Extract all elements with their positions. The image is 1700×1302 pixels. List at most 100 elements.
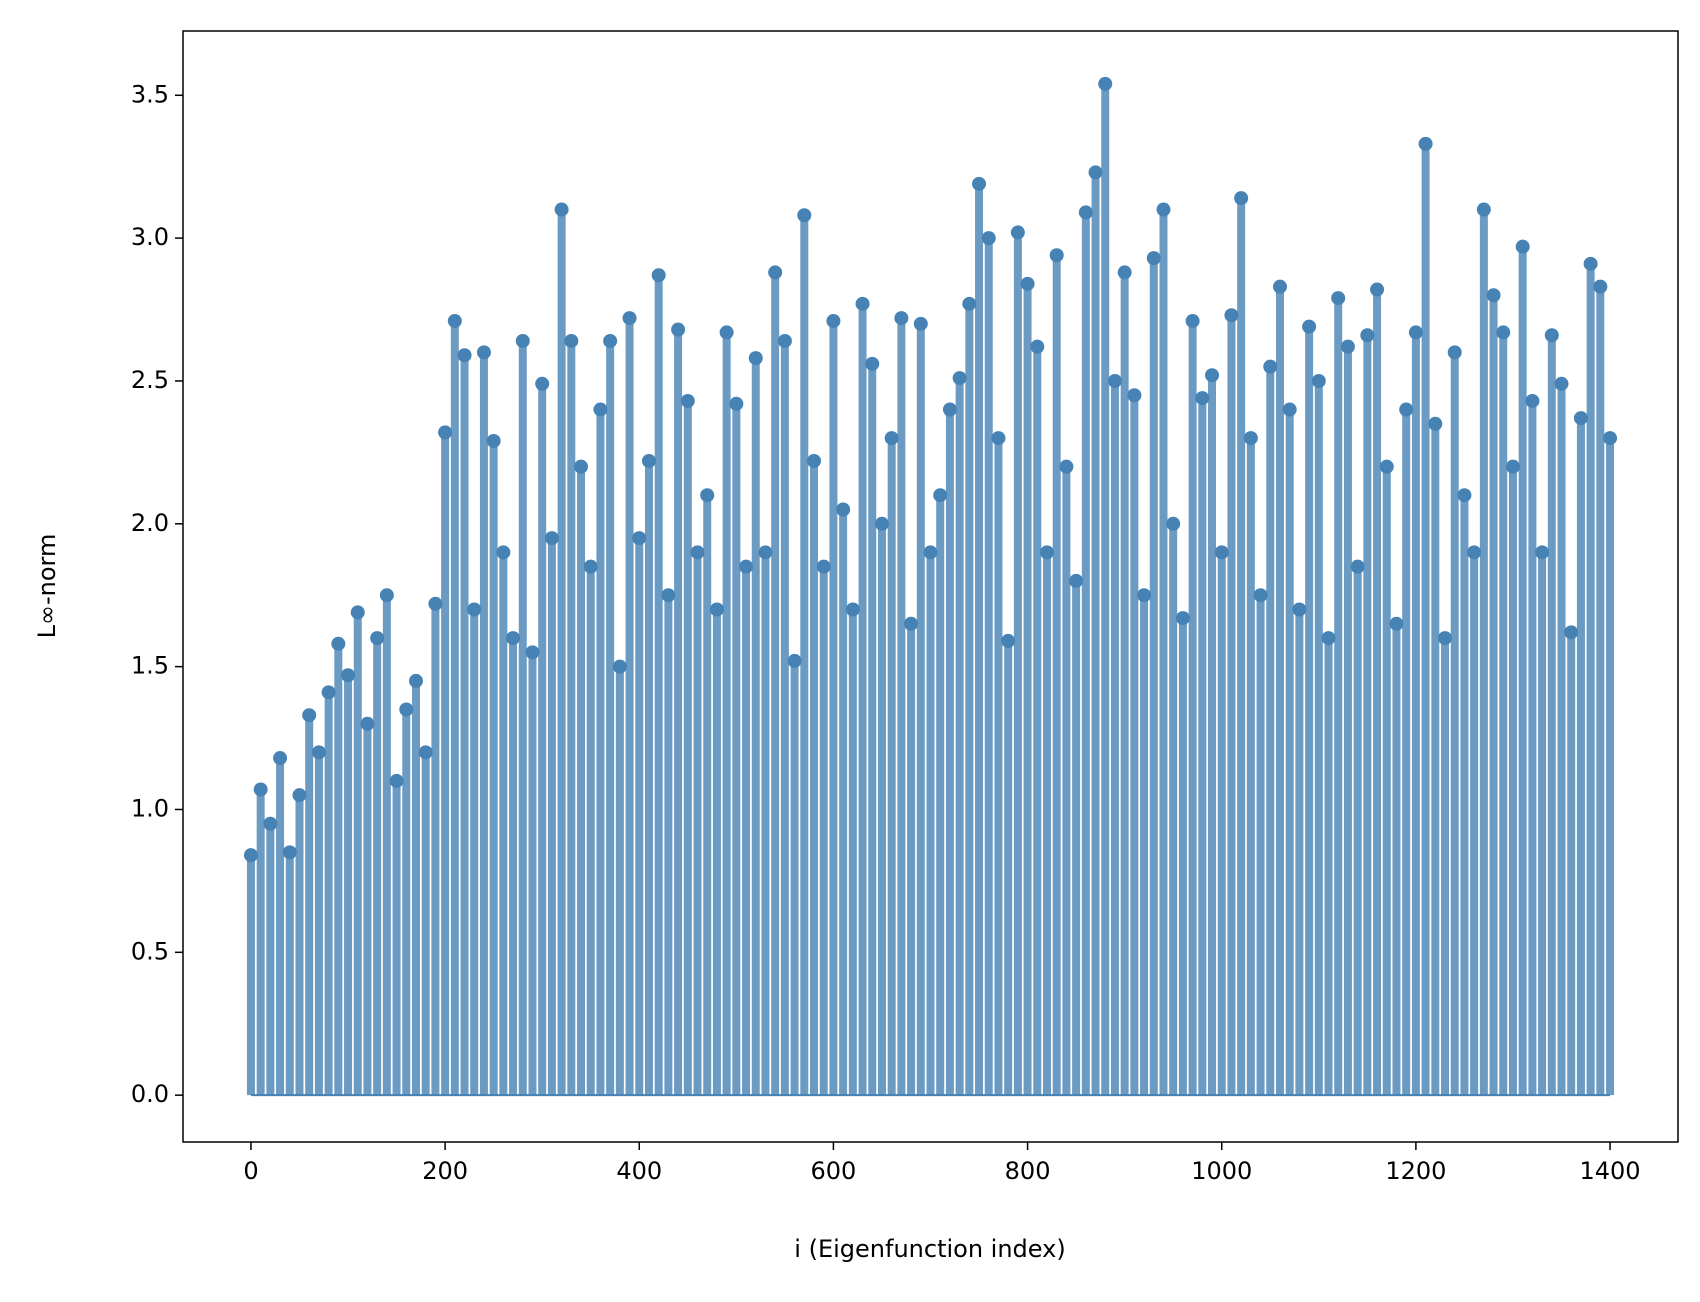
- marker: [1525, 393, 1540, 408]
- marker: [457, 348, 472, 363]
- marker: [467, 602, 482, 617]
- marker: [1020, 276, 1035, 291]
- marker: [360, 716, 375, 731]
- marker: [574, 459, 589, 474]
- marker: [1282, 402, 1297, 417]
- marker: [1505, 459, 1520, 474]
- marker: [321, 685, 336, 700]
- marker: [758, 545, 773, 560]
- marker: [1224, 308, 1239, 323]
- marker: [1603, 431, 1618, 446]
- marker: [632, 531, 647, 546]
- marker: [972, 176, 987, 191]
- y-tick-label: 1.5: [131, 652, 169, 680]
- marker: [1107, 373, 1122, 388]
- y-tick-label: 3.0: [131, 223, 169, 251]
- marker: [1098, 76, 1113, 91]
- marker: [1340, 339, 1355, 354]
- marker: [379, 588, 394, 603]
- marker: [1272, 279, 1287, 294]
- marker: [1195, 391, 1210, 406]
- marker: [1438, 631, 1453, 646]
- marker: [1253, 588, 1268, 603]
- marker: [1001, 633, 1016, 648]
- marker: [1331, 291, 1346, 306]
- x-tick-label: 1000: [1191, 1157, 1252, 1185]
- marker: [1379, 459, 1394, 474]
- marker: [1205, 368, 1220, 383]
- marker: [418, 745, 433, 760]
- marker: [506, 631, 521, 646]
- marker: [748, 351, 763, 366]
- marker: [661, 588, 676, 603]
- marker: [1311, 373, 1326, 388]
- marker: [991, 431, 1006, 446]
- marker: [331, 636, 346, 651]
- marker: [777, 333, 792, 348]
- marker: [612, 659, 627, 674]
- marker: [408, 673, 423, 688]
- marker: [787, 653, 802, 668]
- marker: [797, 208, 812, 223]
- marker: [1117, 265, 1132, 280]
- y-tick-label: 1.0: [131, 794, 169, 822]
- marker: [544, 531, 559, 546]
- marker: [428, 596, 443, 611]
- marker: [962, 296, 977, 311]
- marker: [1370, 282, 1385, 297]
- marker: [700, 488, 715, 503]
- y-tick-label: 2.5: [131, 366, 169, 394]
- marker: [1214, 545, 1229, 560]
- marker: [1476, 202, 1491, 217]
- marker: [1078, 205, 1093, 220]
- marker: [1156, 202, 1171, 217]
- x-tick-label: 200: [422, 1157, 468, 1185]
- marker: [1564, 625, 1579, 640]
- marker: [1593, 279, 1608, 294]
- marker: [1234, 191, 1249, 206]
- marker: [1350, 559, 1365, 574]
- x-tick-label: 600: [811, 1157, 857, 1185]
- marker: [1175, 611, 1190, 626]
- marker: [515, 333, 530, 348]
- marker: [341, 668, 356, 683]
- marker: [1185, 313, 1200, 328]
- y-tick-label: 0.0: [131, 1080, 169, 1108]
- marker: [447, 313, 462, 328]
- marker: [855, 296, 870, 311]
- marker: [1447, 345, 1462, 360]
- marker: [263, 816, 278, 831]
- marker: [1010, 225, 1025, 240]
- marker: [952, 371, 967, 386]
- marker: [1573, 411, 1588, 426]
- plot-frame: [182, 30, 1679, 1143]
- marker: [1127, 388, 1142, 403]
- marker: [1146, 251, 1161, 266]
- marker: [1418, 136, 1433, 151]
- marker: [1554, 376, 1569, 391]
- marker: [1428, 416, 1443, 431]
- marker: [1166, 516, 1181, 531]
- x-tick-label: 800: [1005, 1157, 1051, 1185]
- marker: [739, 559, 754, 574]
- marker: [826, 313, 841, 328]
- y-tick-label: 0.5: [131, 937, 169, 965]
- marker: [981, 231, 996, 246]
- marker: [438, 425, 453, 440]
- marker: [399, 702, 414, 717]
- marker: [1583, 256, 1598, 271]
- marker: [302, 708, 317, 723]
- marker: [865, 356, 880, 371]
- marker: [1321, 631, 1336, 646]
- marker: [671, 322, 686, 337]
- marker: [651, 268, 666, 283]
- marker: [884, 431, 899, 446]
- x-axis-label: i (Eigenfunction index): [794, 1235, 1065, 1263]
- marker: [768, 265, 783, 280]
- marker: [370, 631, 385, 646]
- marker: [554, 202, 569, 217]
- marker: [690, 545, 705, 560]
- marker: [1408, 325, 1423, 340]
- marker: [904, 616, 919, 631]
